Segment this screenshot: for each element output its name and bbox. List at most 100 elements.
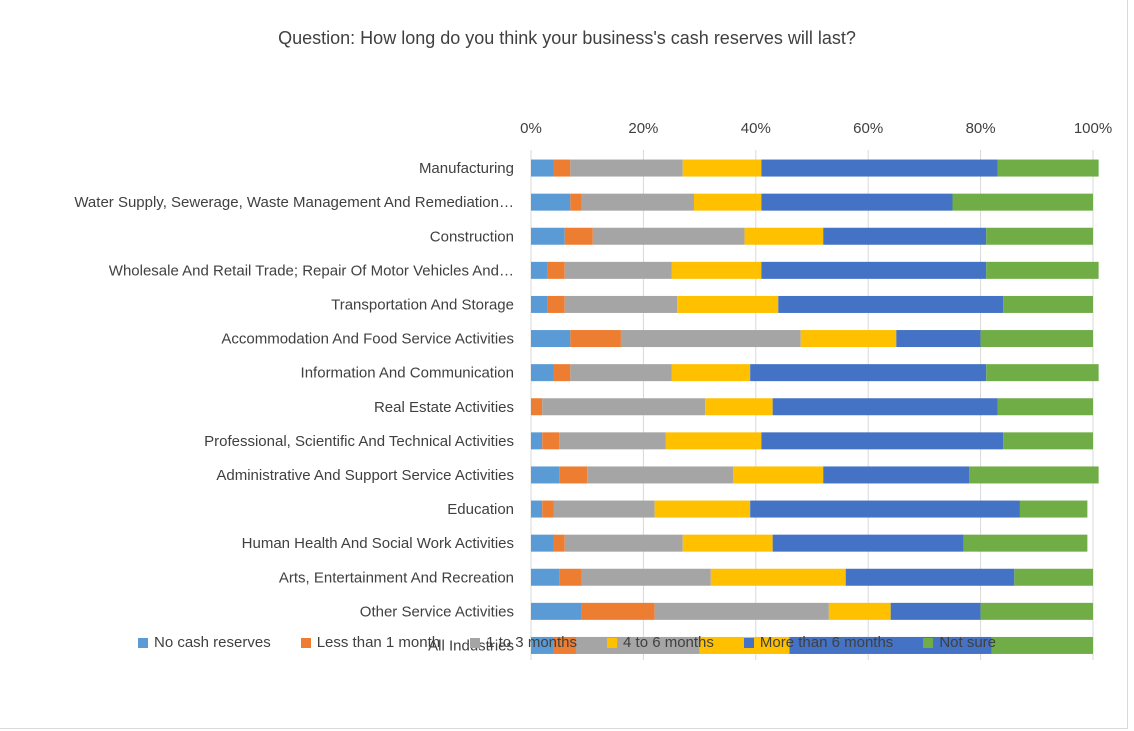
bar-segment (772, 534, 964, 552)
bar-segment (952, 193, 1093, 211)
category-label: Accommodation And Food Service Activitie… (221, 331, 514, 348)
legend-item: Less than 1 month (300, 634, 441, 651)
bar-segment (581, 602, 655, 620)
category-label: Construction (430, 228, 514, 245)
category-label: Human Health And Social Work Activities (242, 535, 514, 552)
bar-segment (570, 364, 672, 382)
category-label: Other Service Activities (360, 603, 514, 620)
legend-item: 4 to 6 months (607, 634, 714, 651)
bar-segment (553, 500, 655, 518)
bar-segment (682, 159, 762, 177)
bar-segment (1014, 568, 1093, 586)
bar-segment (531, 159, 554, 177)
legend-label: 1 to 3 months (486, 634, 578, 651)
bar-segment (1003, 295, 1093, 313)
category-label: Education (447, 501, 514, 518)
category-label: Administrative And Support Service Activ… (216, 467, 514, 484)
legend-item: 1 to 3 months (470, 634, 577, 651)
bar-segment (823, 227, 987, 245)
legend-label: Less than 1 month (316, 634, 441, 651)
bar-segment (654, 602, 829, 620)
x-tick-label: 80% (966, 120, 996, 137)
x-tick-label: 60% (853, 120, 883, 137)
bar-segment (991, 636, 1093, 654)
bar-segment (531, 193, 571, 211)
bar-segment (761, 432, 1004, 450)
category-label: Water Supply, Sewerage, Waste Management… (74, 194, 514, 211)
bar-segment (896, 330, 981, 348)
category-label: Transportation And Storage (331, 296, 514, 313)
bar-segment (531, 500, 543, 518)
bar-segment (778, 295, 1004, 313)
bar-segment (531, 398, 543, 416)
bar-segment (750, 364, 987, 382)
bar-segment (553, 364, 571, 382)
bar-segment (564, 227, 593, 245)
bar-segment (677, 295, 779, 313)
bar-segment (575, 636, 700, 654)
bar-segment (828, 602, 891, 620)
chart-title: Question: How long do you think your bus… (278, 28, 856, 48)
bar-segment (969, 466, 1099, 484)
bar-segment (531, 432, 543, 450)
bars (531, 159, 1099, 654)
bar-segment (570, 330, 621, 348)
x-tick-label: 20% (628, 120, 658, 137)
bar-segment (531, 466, 560, 484)
bar-segment (1003, 432, 1093, 450)
category-label: Wholesale And Retail Trade; Repair Of Mo… (109, 262, 514, 279)
legend: No cash reserves Less than 1 month 1 to 3 … (0, 634, 1134, 651)
legend-swatch (137, 637, 148, 648)
bar-segment (542, 398, 706, 416)
bar-segment (559, 432, 666, 450)
bar-segment (789, 636, 992, 654)
category-labels: Manufacturing Water Supply, Sewerage, Was… (74, 160, 514, 654)
bar-segment (693, 193, 762, 211)
category-label: Professional, Scientific And Technical A… (204, 433, 514, 450)
bar-segment (772, 398, 998, 416)
bar-segment (800, 330, 897, 348)
bar-segment (845, 568, 1015, 586)
bar-segment (986, 364, 1099, 382)
bar-segment (531, 602, 582, 620)
bar-segment (980, 602, 1093, 620)
x-tick-label: 0% (520, 120, 542, 137)
legend-item: Not sure (923, 634, 996, 651)
bar-segment (592, 227, 745, 245)
bar-segment (761, 193, 953, 211)
bar-segment (705, 398, 773, 416)
bar-segment (761, 159, 998, 177)
bar-segment (980, 330, 1093, 348)
bar-segment (733, 466, 824, 484)
bar-segment (531, 261, 548, 279)
legend-swatch (743, 637, 754, 648)
legend-label: Not sure (939, 634, 997, 651)
bar-segment (587, 466, 734, 484)
bar-segment (531, 636, 554, 654)
bar-segment (620, 330, 801, 348)
bar-segment (997, 159, 1099, 177)
bar-segment (542, 500, 554, 518)
bar-segment (559, 466, 588, 484)
bar-segment (890, 602, 981, 620)
legend-label: No cash reserves (153, 634, 271, 651)
bar-segment (1019, 500, 1088, 518)
bar-segment (570, 193, 582, 211)
bar-segment (986, 227, 1093, 245)
bar-segment (542, 432, 560, 450)
category-label: Arts, Entertainment And Recreation (279, 569, 514, 586)
legend-swatch (300, 637, 311, 648)
legend-swatch (470, 637, 481, 648)
bar-segment (531, 330, 571, 348)
x-tick-label: 100% (1074, 120, 1112, 137)
bar-segment (665, 432, 762, 450)
legend-item: More than 6 months (743, 634, 893, 651)
bar-segment (761, 261, 987, 279)
bar-segment (531, 364, 554, 382)
category-label: Information And Communication (301, 365, 514, 382)
bar-segment (750, 500, 1020, 518)
bar-segment (744, 227, 824, 245)
legend-swatch (607, 637, 618, 648)
bar-segment (531, 568, 560, 586)
bar-segment (564, 534, 683, 552)
